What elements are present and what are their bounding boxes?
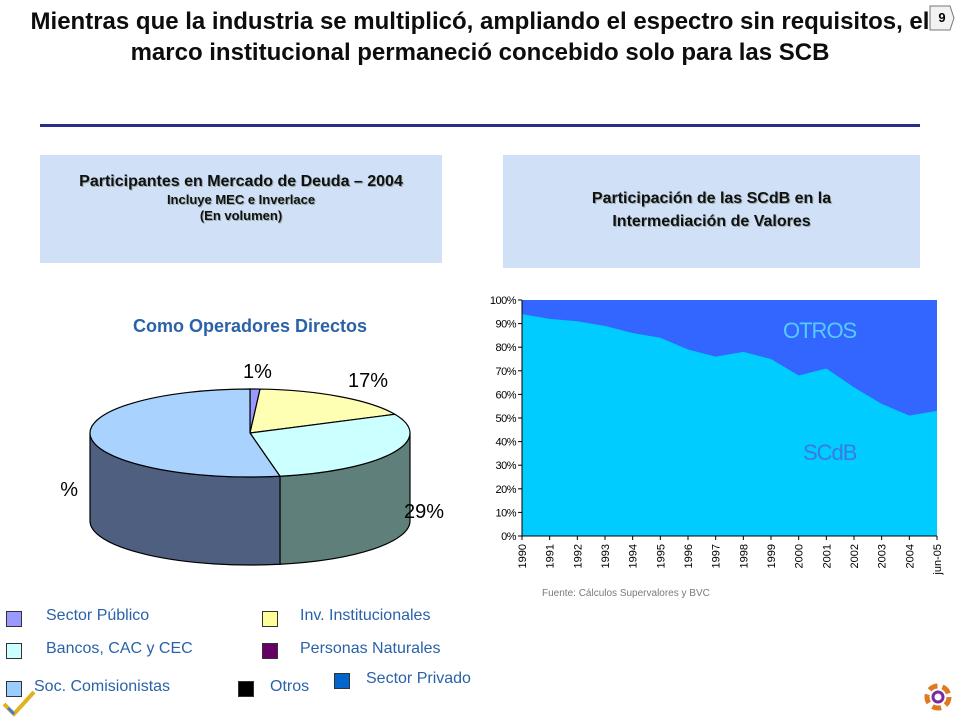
- x-tick-label: 1997: [711, 544, 723, 568]
- pie-slice-label: 1%: [243, 361, 272, 383]
- debt-market-header-box: Participantes en Mercado de Deuda – 2004…: [40, 155, 442, 263]
- legend-label-sector-privado: Sector Privado: [366, 670, 471, 687]
- legend-swatch-sector-privado: [334, 673, 350, 689]
- debt-market-header-unit: (En volumen): [199, 208, 283, 223]
- pie-slice: [89, 388, 282, 478]
- y-tick-label: 0%: [501, 531, 517, 543]
- x-tick-label: 2004: [904, 544, 916, 568]
- checkmark-logo-icon: [2, 690, 36, 717]
- y-tick-label: 90%: [495, 319, 516, 331]
- legend-swatch-bancos: [6, 643, 22, 659]
- series-annotation-otros: OTROS: [783, 318, 857, 343]
- legend-swatch-inv-institucionales: [262, 611, 278, 627]
- x-tick-label: 1995: [655, 544, 667, 568]
- x-tick-label: 2000: [794, 544, 806, 568]
- x-tick-label: 1993: [600, 544, 612, 568]
- x-tick-label: 1994: [628, 544, 640, 568]
- y-tick-label: 70%: [495, 366, 516, 378]
- legend-swatch-soc-comisionistas: [6, 681, 22, 697]
- brand-logo-icon: [924, 683, 952, 711]
- pie-slice-label: 53%: [60, 479, 78, 501]
- debt-market-header-subtitle: Incluye MEC e Inverlace: [166, 192, 316, 207]
- y-tick-label: 40%: [495, 437, 516, 449]
- legend-swatch-otros: [238, 681, 254, 697]
- y-tick-label: 20%: [495, 484, 516, 496]
- debt-market-header-title: Participantes en Mercado de Deuda – 2004: [79, 173, 403, 190]
- y-tick-label: 60%: [495, 389, 516, 401]
- legend-swatch-sector-publico: [6, 611, 22, 627]
- legend-label-soc-comisionistas: Soc. Comisionistas: [34, 678, 171, 695]
- x-tick-label: 1991: [545, 544, 557, 568]
- page-title: Mientras que la industria se multiplicó,…: [30, 8, 930, 66]
- y-tick-label: 50%: [495, 413, 516, 425]
- x-tick-label: 2001: [821, 544, 833, 568]
- y-tick-label: 10%: [495, 507, 516, 519]
- x-tick-label: 2002: [849, 544, 861, 568]
- legend-label-sector-publico: Sector Público: [46, 607, 150, 624]
- source-note: Fuente: Cálculos Supervalores y BVC: [542, 588, 710, 599]
- intermediation-header-box: Participación de las SCdB en la Intermed…: [503, 155, 920, 268]
- intermediation-header-title: Participación de las SCdB en la Intermed…: [591, 190, 832, 230]
- pie-slice-label: 29%: [404, 501, 444, 523]
- y-tick-label: 30%: [495, 460, 516, 472]
- tag-shape-icon: [929, 5, 955, 31]
- legend-label-bancos: Bancos, CAC y CEC: [46, 640, 193, 657]
- x-tick-label: 1999: [766, 544, 778, 568]
- pie-slice-label: 17%: [348, 370, 388, 392]
- page-number-badge: 9: [928, 4, 956, 32]
- x-tick-label: 1992: [572, 544, 584, 568]
- x-tick-label: 2003: [877, 544, 889, 568]
- x-tick-label: 1998: [738, 544, 750, 568]
- x-tick-label: 1996: [683, 544, 695, 568]
- y-tick-label: 80%: [495, 342, 516, 354]
- title-divider: [40, 124, 920, 127]
- pie-chart-title: Como Operadores Directos: [132, 316, 368, 336]
- legend-label-otros: Otros: [270, 678, 310, 695]
- legend-label-personas-naturales: Personas Naturales: [300, 640, 441, 657]
- legend-swatch-personas-naturales: [262, 643, 278, 659]
- area-series-scdb: [522, 314, 937, 536]
- pie-slice: [248, 413, 411, 477]
- x-tick-label: 1990: [517, 544, 529, 568]
- y-tick-label: 100%: [490, 295, 517, 307]
- legend-label-inv-institucionales: Inv. Institucionales: [300, 607, 431, 624]
- pie-chart: 1% 17% 29% 53%: [60, 361, 444, 566]
- page-number: 9: [938, 10, 946, 25]
- pie-slice: [249, 388, 397, 434]
- x-tick-label: jun-05: [932, 544, 944, 576]
- series-annotation-scdb: SCdB: [803, 440, 857, 465]
- area-chart: 0% 10% 20% 30% 40% 50% 60% 70% 80% 90% 100% 1990 19…: [490, 295, 944, 576]
